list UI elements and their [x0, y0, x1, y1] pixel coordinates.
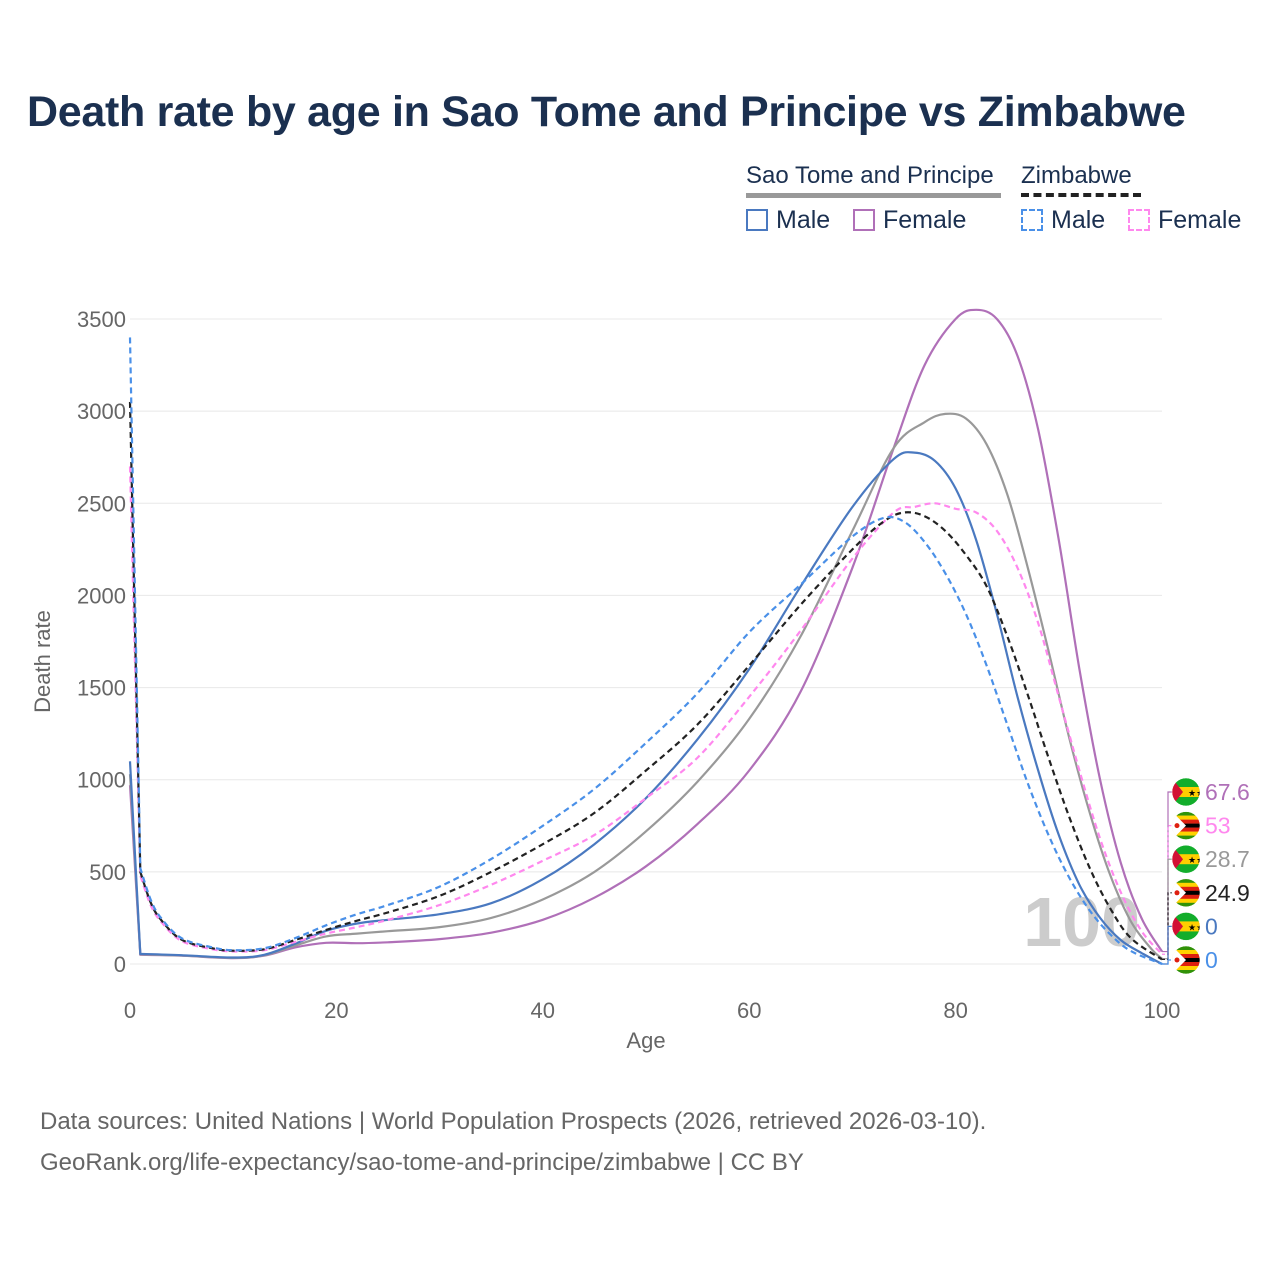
end-value-label-1: 67.6	[1205, 779, 1250, 805]
end-connector-5	[1162, 892, 1172, 961]
legend-swatch-stp-female	[853, 209, 875, 231]
y-axis-title: Death rate	[30, 610, 55, 713]
legend-item-zwe-male[interactable]: Male	[1021, 205, 1105, 235]
legend-item-stp-female[interactable]: Female	[853, 205, 966, 235]
end-value-label-3: 0	[1205, 947, 1218, 973]
legend-swatch-stp-male	[746, 209, 768, 231]
series-line-sao-tome-and-principe-female	[128, 308, 1163, 960]
flag-icon-zwe-5	[1171, 878, 1201, 908]
svg-text:★★: ★★	[1188, 855, 1204, 865]
x-tick-label-80: 80	[943, 998, 967, 1023]
footer-link[interactable]: GeoRank.org/life-expectancy/sao-tome-and…	[40, 1149, 804, 1176]
x-tick-label-40: 40	[531, 998, 555, 1023]
end-value-label-5: 24.9	[1205, 880, 1250, 906]
legend-item-zwe-female[interactable]: Female	[1128, 205, 1241, 235]
end-value-label-2: 28.7	[1205, 846, 1250, 872]
end-connector-1	[1162, 791, 1172, 953]
end-connector-3	[1162, 959, 1172, 965]
year-watermark: 100	[1023, 883, 1140, 961]
x-tick-label-0: 0	[124, 998, 136, 1023]
y-tick-label-1500: 1500	[77, 676, 126, 701]
legend-swatch-zwe-male	[1021, 209, 1043, 231]
legend-label-stp-male: Male	[776, 205, 831, 234]
legend-underline-zimbabwe	[1021, 193, 1141, 197]
flag-icon-stp-2: ★★	[1171, 844, 1204, 874]
y-tick-label-2500: 2500	[77, 491, 126, 516]
flag-icon-stp-0: ★★	[1171, 912, 1204, 941]
legend-group-sao-tome[interactable]: Sao Tome and Principe	[746, 162, 994, 189]
series-line-zimbabwe-male	[128, 337, 1163, 966]
y-tick-label-3000: 3000	[77, 399, 126, 424]
legend-group-zimbabwe[interactable]: Zimbabwe	[1021, 162, 1132, 189]
legend-underline-sao-tome	[746, 193, 1001, 198]
y-tick-label-3500: 3500	[77, 307, 126, 332]
end-connector-2	[1162, 858, 1172, 960]
x-axis-title: Age	[626, 1028, 665, 1053]
x-tick-label-60: 60	[737, 998, 761, 1023]
series-line-sao-tome-and-principe-total	[128, 412, 1163, 960]
flag-icon-stp-1: ★★	[1171, 777, 1204, 807]
legend-swatch-zwe-female	[1128, 209, 1150, 231]
legend-label-zwe-female: Female	[1158, 205, 1242, 234]
footer-sources: Data sources: United Nations | World Pop…	[40, 1108, 987, 1135]
series-line-sao-tome-and-principe-male	[128, 451, 1163, 965]
x-tick-label-100: 100	[1144, 998, 1181, 1023]
x-tick-label-20: 20	[324, 998, 348, 1023]
y-tick-label-1000: 1000	[77, 768, 126, 793]
y-tick-label-500: 500	[89, 860, 126, 885]
chart-title: Death rate by age in Sao Tome and Princi…	[27, 88, 1186, 136]
y-tick-label-2000: 2000	[77, 583, 126, 608]
flag-icon-zwe-3	[1171, 945, 1201, 975]
legend-label-zwe-male: Male	[1051, 205, 1106, 234]
end-connector-4	[1162, 825, 1172, 955]
svg-text:★★: ★★	[1188, 788, 1204, 798]
svg-text:★★: ★★	[1188, 922, 1204, 932]
legend-label-stp-female: Female	[883, 205, 967, 234]
legend-item-stp-male[interactable]: Male	[746, 205, 830, 235]
end-value-label-4: 53	[1205, 813, 1231, 839]
flag-icon-zwe-4	[1171, 811, 1201, 840]
series-line-zimbabwe-total	[128, 401, 1163, 961]
series-line-zimbabwe-female	[128, 466, 1163, 955]
y-tick-label-0: 0	[114, 952, 126, 977]
end-value-label-0: 0	[1205, 913, 1218, 939]
